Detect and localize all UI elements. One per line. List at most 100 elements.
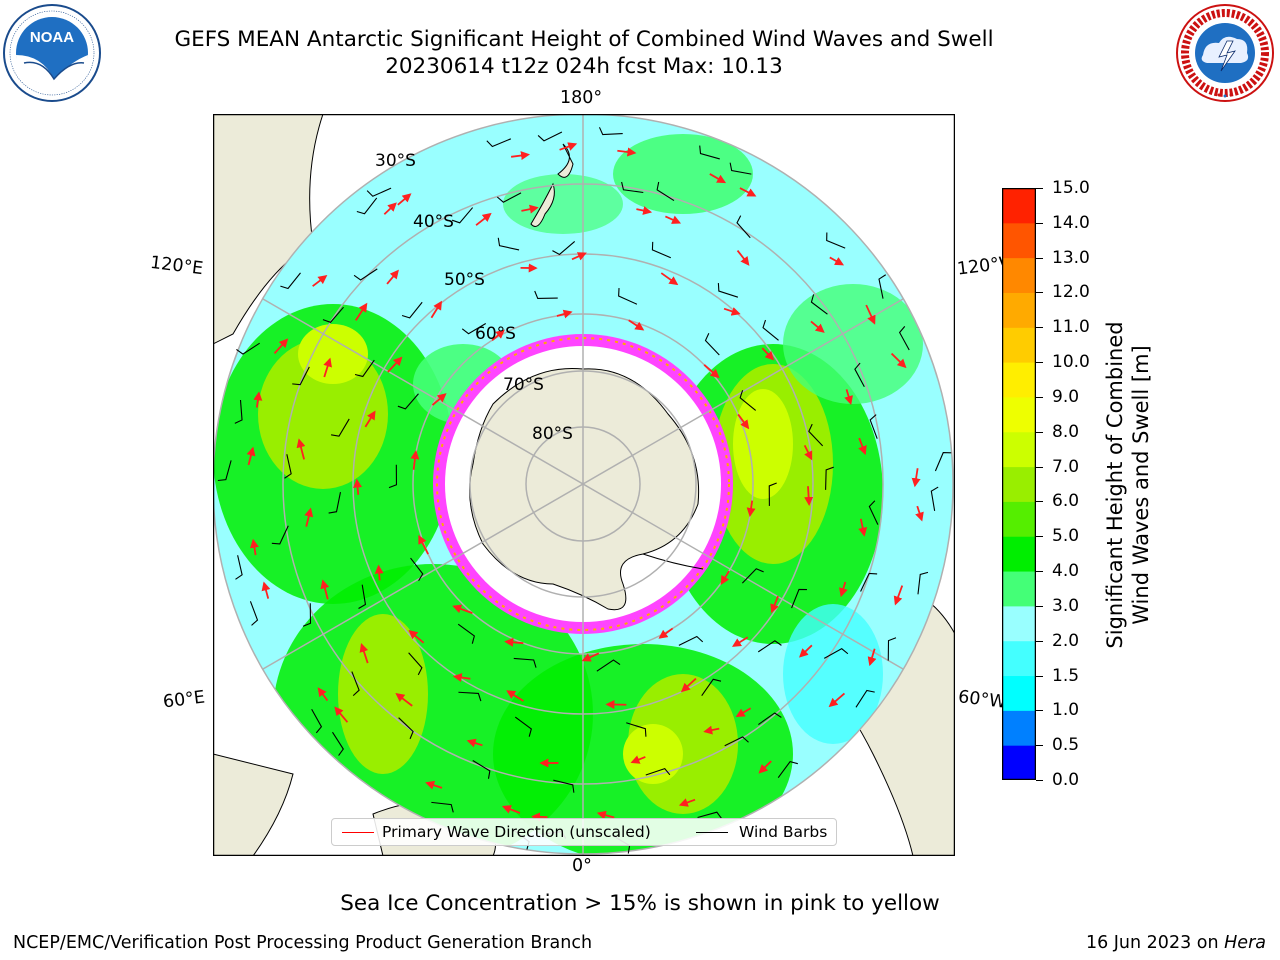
colorbar-tick-mark bbox=[1036, 675, 1043, 677]
lon-label-60w: 60°W bbox=[956, 687, 1008, 713]
wind-barb bbox=[618, 288, 638, 305]
wave-direction-arrow bbox=[703, 725, 720, 735]
colorbar-tick-mark bbox=[1036, 222, 1043, 224]
wind-barb bbox=[234, 399, 243, 424]
colorbar-tick-mark bbox=[1036, 745, 1043, 747]
wave-direction-arrow bbox=[511, 151, 531, 161]
colorbar-tick-mark bbox=[1036, 780, 1043, 781]
wave-direction-arrow bbox=[804, 486, 814, 506]
wind-barb bbox=[860, 572, 878, 592]
wind-barb bbox=[878, 274, 887, 299]
wind-barb bbox=[930, 486, 939, 511]
wind-barb bbox=[553, 779, 575, 793]
colorbar-cell bbox=[1002, 257, 1036, 293]
wind-barb bbox=[757, 640, 782, 653]
colorbar-cell bbox=[1002, 710, 1036, 746]
colorbar-tick-mark bbox=[1036, 605, 1043, 607]
colorbar-tick-label: 0.0 bbox=[1052, 770, 1080, 790]
wave-direction-arrow bbox=[911, 468, 921, 488]
wind-barb bbox=[472, 760, 491, 779]
wave-direction-arrow bbox=[596, 810, 615, 820]
lat-label-80s: 80°S bbox=[532, 424, 573, 444]
wave-direction-arrow bbox=[858, 518, 868, 537]
wave-direction-arrow bbox=[890, 352, 907, 369]
wave-direction-arrow bbox=[531, 812, 548, 822]
wind-barb bbox=[741, 568, 764, 584]
wave-direction-arrow bbox=[296, 438, 306, 460]
colorbar-tick-mark bbox=[1036, 431, 1043, 433]
wind-barb bbox=[701, 678, 722, 696]
colorbar-cell bbox=[1002, 222, 1036, 259]
wind-barb bbox=[739, 390, 757, 411]
wave-direction-arrow bbox=[810, 320, 825, 333]
colorbar-tick-label: 14.0 bbox=[1052, 212, 1090, 233]
colorbar bbox=[1002, 188, 1036, 780]
wave-direction-arrow bbox=[660, 272, 679, 286]
wave-direction-arrow bbox=[571, 252, 587, 261]
wind-barb bbox=[762, 319, 779, 341]
wave-direction-arrow bbox=[353, 478, 363, 495]
chart-subtitle: 20230614 t12z 024h fcst Max: 10.13 bbox=[385, 54, 783, 79]
wave-direction-arrow bbox=[746, 500, 756, 517]
wave-direction-arrow bbox=[418, 534, 429, 555]
wave-direction-arrow bbox=[355, 302, 368, 321]
wave-direction-arrow bbox=[397, 193, 412, 206]
wave-direction-arrow bbox=[617, 147, 637, 157]
wind-barb bbox=[486, 138, 512, 148]
wind-barb bbox=[868, 500, 879, 525]
colorbar-tick-mark bbox=[1036, 327, 1043, 329]
lon-label-120e: 120°E bbox=[148, 252, 205, 280]
colorbar-tick-mark bbox=[1036, 501, 1043, 503]
colorbar-cell bbox=[1002, 362, 1036, 398]
wind-barb bbox=[534, 290, 558, 299]
wind-barb bbox=[401, 301, 423, 319]
wave-direction-arrow bbox=[334, 706, 349, 723]
antarctica bbox=[469, 367, 700, 611]
colorbar-label: Significant Height of Combined Wind Wave… bbox=[1102, 321, 1154, 648]
wind-barb bbox=[724, 736, 749, 747]
wind-barb bbox=[826, 232, 846, 249]
wind-barb bbox=[855, 689, 875, 708]
wave-direction-arrow bbox=[506, 690, 524, 702]
wind-barb bbox=[513, 657, 537, 668]
colorbar-tick-label: 5.0 bbox=[1052, 526, 1080, 547]
wave-direction-arrow bbox=[709, 173, 727, 184]
wave-direction-arrow bbox=[246, 446, 256, 466]
wind-barb bbox=[284, 454, 292, 479]
wind-barb bbox=[656, 181, 675, 202]
wave-direction-arrow bbox=[678, 798, 696, 807]
colorbar-tick-mark bbox=[1036, 362, 1043, 364]
wave-direction-arrow bbox=[386, 269, 399, 285]
footer-date-text: 16 Jun 2023 on bbox=[1085, 933, 1225, 953]
legend-label-wind: Wind Barbs bbox=[739, 823, 828, 841]
colorbar-cell bbox=[1002, 571, 1036, 607]
wind-barb bbox=[598, 127, 623, 136]
lon-grid bbox=[262, 114, 904, 856]
footer-host: Hera bbox=[1224, 933, 1266, 953]
colorbar-tick-label: 0.5 bbox=[1052, 735, 1080, 756]
wind-barb bbox=[758, 712, 782, 725]
wind-barb bbox=[280, 272, 301, 290]
wind-barb bbox=[461, 323, 487, 335]
wind-barb bbox=[729, 162, 752, 175]
wind-barb bbox=[236, 342, 260, 355]
wind-barb bbox=[235, 555, 243, 580]
colorbar-tick-mark bbox=[1036, 710, 1043, 712]
colorbar-tick-mark bbox=[1036, 466, 1043, 468]
wave-direction-arrow bbox=[521, 204, 539, 214]
wave-direction-arrow bbox=[828, 692, 846, 708]
wind-barb bbox=[217, 460, 232, 482]
colorbar-tick-label: 2.0 bbox=[1052, 630, 1080, 651]
lon-label-180: 180° bbox=[560, 88, 603, 108]
wind-barb bbox=[808, 423, 824, 447]
colorbar-cell bbox=[1002, 188, 1036, 224]
wind-barb bbox=[934, 452, 952, 472]
wave-direction-arrow bbox=[323, 357, 332, 378]
legend-swatch-wind bbox=[696, 832, 728, 833]
wind-barb bbox=[810, 294, 828, 315]
wind-barb bbox=[322, 306, 344, 323]
wind-barb bbox=[398, 717, 414, 740]
wave-direction-arrow bbox=[466, 738, 483, 748]
colorbar-tick-label: 4.0 bbox=[1052, 561, 1080, 582]
wind-barb bbox=[717, 283, 739, 298]
